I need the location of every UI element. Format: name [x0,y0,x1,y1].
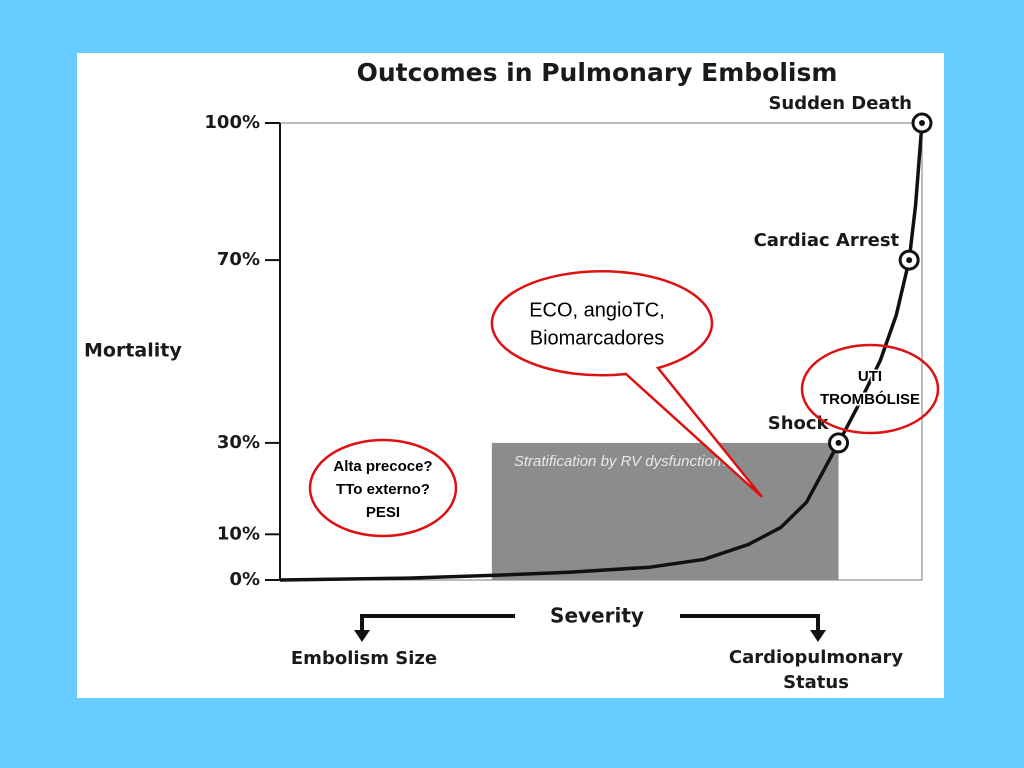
arrow-head [810,630,826,642]
marker-dot [906,257,913,264]
callout-text: Biomarcadores [530,327,665,349]
plot: Stratification by RV dysfunction? 0% 10% 30… [204,93,933,590]
x-left-label: Embolism Size [291,648,437,669]
marker-dot [835,439,842,446]
shaded-region [491,442,839,580]
marker-label: Shock [768,413,830,434]
y-tick-label: 70% [217,249,260,270]
callout-text: PESI [366,504,400,521]
x-axis-label: Severity [550,604,644,628]
y-tick-label: 30% [217,432,260,453]
x-right-label: Status [783,672,849,693]
marker-label: Sudden Death [768,93,912,114]
y-axis-label: Mortality [84,340,182,362]
marker-dot [919,120,925,126]
region-label: Stratification by RV dysfunction? [514,453,730,470]
curve [279,122,924,582]
callout-bubble [490,270,763,498]
callout-text: ECO, angioTC, [529,299,665,321]
severity-arrows [360,614,820,634]
callouts: ECO, angioTC, Biomarcadores UTI TROMBÓLI… [308,270,940,538]
chart-title: Outcomes in Pulmonary Embolism [357,58,838,87]
callout-ellipse [308,438,458,538]
callout-ellipse [800,343,940,435]
callout-text: UTI [858,368,882,385]
x-right-label: Cardiopulmonary [729,647,903,668]
marker-label: Cardiac Arrest [754,230,900,251]
y-tick-label: 10% [217,523,260,544]
callout-text: Alta precoce? [333,458,432,475]
y-tick-label: 100% [204,112,260,133]
callout-text: TTo externo? [336,481,430,498]
y-tick-label: 0% [229,569,260,590]
callout-text: TROMBÓLISE [820,390,920,408]
panel [77,53,944,698]
arrow-head [354,630,370,642]
